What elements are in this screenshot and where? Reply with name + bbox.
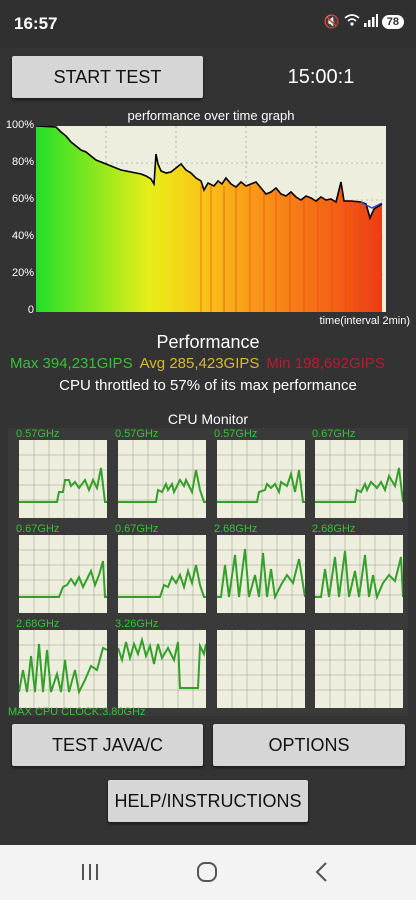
cpu-core-frequency: 0.57GHz <box>16 428 60 440</box>
cpu-core-plot <box>19 535 107 613</box>
status-icons: 🔇 78 <box>324 13 404 30</box>
cpu-core-cell: 0.67GHz <box>310 428 407 521</box>
status-time: 16:57 <box>14 14 58 33</box>
wifi-icon <box>344 13 360 30</box>
avg-gips: Avg 285,423GIPS <box>139 355 260 372</box>
cpu-core-cell: 2.68GHz <box>14 618 111 711</box>
cpu-core-cell: 0.57GHz <box>113 428 210 521</box>
cpu-core-frequency: 2.68GHz <box>214 523 258 535</box>
test-java-c-button[interactable]: TEST JAVA/C <box>12 724 203 766</box>
cpu-core-cell: 0.57GHz <box>212 428 309 521</box>
time-bars <box>200 186 373 312</box>
cpu-core-cell <box>310 618 407 711</box>
help-instructions-button[interactable]: HELP/INSTRUCTIONS <box>108 780 308 822</box>
cpu-monitor-title: CPU Monitor <box>167 411 249 427</box>
cpu-core-cell <box>212 618 309 711</box>
y-tick-20: 20% <box>11 267 34 279</box>
cpu-core-plot <box>315 630 403 708</box>
signal-icon <box>363 13 378 30</box>
performance-graph-svg <box>36 126 386 312</box>
max-cpu-clock: MAX CPU CLOCK:3.80GHz <box>8 706 146 718</box>
y-tick-80: 80% <box>11 156 34 168</box>
graph-title: performance over time graph <box>127 108 295 123</box>
y-tick-100: 100% <box>5 119 34 131</box>
y-tick-0: 0 <box>27 304 34 316</box>
cpu-core-plot <box>315 440 403 518</box>
start-test-button[interactable]: START TEST <box>12 56 203 98</box>
cpu-core-frequency: 3.26GHz <box>115 618 159 630</box>
navigation-bar <box>0 845 416 900</box>
cpu-core-frequency: 2.68GHz <box>16 618 60 630</box>
x-axis-label: time(interval 2min) <box>319 315 410 327</box>
cpu-core-frequency: 0.57GHz <box>214 428 258 440</box>
cpu-core-cell: 2.68GHz <box>212 523 309 616</box>
performance-line <box>36 126 383 221</box>
average-line <box>360 201 383 209</box>
cpu-core-cell: 3.26GHz <box>113 618 210 711</box>
min-gips: Min 198,692GIPS <box>266 355 385 372</box>
y-tick-40: 40% <box>11 230 34 242</box>
performance-area <box>36 126 382 312</box>
battery-indicator: 78 <box>381 14 404 29</box>
status-bar: 16:57 🔇 78 <box>0 0 416 48</box>
cpu-core-plot <box>217 535 305 613</box>
cpu-core-plot <box>217 630 305 708</box>
cpu-core-plot <box>118 535 206 613</box>
cpu-core-plot <box>118 440 206 518</box>
home-icon[interactable] <box>196 861 218 888</box>
cpu-core-plot <box>118 630 206 708</box>
y-tick-60: 60% <box>11 193 34 205</box>
throttle-text: CPU throttled to 57% of its max performa… <box>59 377 357 394</box>
performance-title: Performance <box>156 332 260 352</box>
cpu-core-plot <box>19 630 107 708</box>
back-icon[interactable] <box>314 861 328 888</box>
cpu-core-frequency: 0.57GHz <box>115 428 159 440</box>
cpu-core-frequency: 0.67GHz <box>312 428 356 440</box>
cpu-core-cell: 0.57GHz <box>14 428 111 521</box>
cpu-core-plot <box>19 440 107 518</box>
cpu-core-plot <box>217 440 305 518</box>
cpu-core-cell: 0.67GHz <box>14 523 111 616</box>
timer-display: 15:00:1 <box>287 66 355 88</box>
cpu-core-frequency: 0.67GHz <box>16 523 60 535</box>
mute-icon: 🔇 <box>323 13 340 29</box>
performance-graph <box>36 126 386 312</box>
cpu-core-frequency: 2.68GHz <box>312 523 356 535</box>
cpu-core-cell: 2.68GHz <box>310 523 407 616</box>
cpu-core-frequency: 0.67GHz <box>115 523 159 535</box>
options-button[interactable]: OPTIONS <box>213 724 405 766</box>
performance-stats: Max 394,231GIPS Avg 285,423GIPS Min 198,69… <box>10 355 410 372</box>
cpu-core-cell: 0.67GHz <box>113 523 210 616</box>
max-gips: Max 394,231GIPS <box>10 355 133 372</box>
recents-icon[interactable] <box>80 863 100 886</box>
cpu-core-plot <box>315 535 403 613</box>
cpu-monitor-grid: 0.57GHz 0.57GHz 0.57GHz 0.67GHz 0.67GHz 0.67G… <box>8 428 408 716</box>
